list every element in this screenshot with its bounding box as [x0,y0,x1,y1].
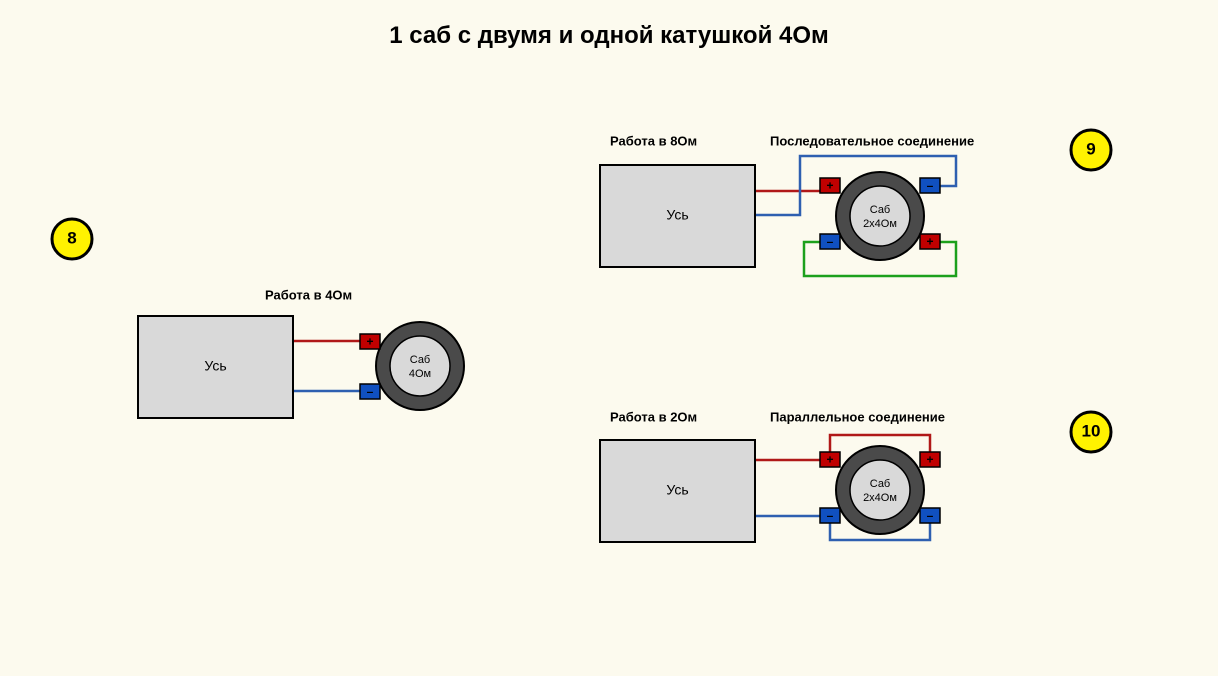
d10-heading: Работа в 2Ом [610,409,697,424]
svg-text:+: + [366,335,373,349]
svg-text:–: – [827,509,834,523]
d8-terminal-1: – [360,384,380,399]
d8-sub: Саб 4Ом [376,322,464,410]
d9-sub: Саб 2x4Ом [836,172,924,260]
svg-text:4Ом: 4Ом [409,368,431,380]
d10-heading2: Параллельное соединение [770,409,945,424]
svg-text:+: + [926,453,933,467]
d9-terminal-3: + [920,234,940,249]
svg-text:–: – [827,235,834,249]
svg-text:Саб: Саб [870,478,891,490]
d10-terminal-1: + [920,452,940,467]
wiring-diagram-canvas: 8 9 10 Усь Саб 4Ом + – Работа в 4Ом Усь Саб 2x4Ом + –… [0,0,1218,676]
svg-text:+: + [826,179,833,193]
svg-text:+: + [826,453,833,467]
d9-terminal-1: – [820,234,840,249]
d8-terminal-0: + [360,334,380,349]
svg-text:Усь: Усь [666,482,688,498]
svg-text:2x4Ом: 2x4Ом [863,492,897,504]
svg-text:Усь: Усь [666,207,688,223]
d9-heading2: Последовательное соединение [770,133,974,148]
badge-9: 9 [1071,130,1111,170]
d10-terminal-2: – [820,508,840,523]
svg-text:10: 10 [1082,421,1101,440]
d9-amp: Усь [600,165,755,267]
d10-amp: Усь [600,440,755,542]
d9-terminal-2: – [920,178,940,193]
svg-text:–: – [367,385,374,399]
svg-text:9: 9 [1086,139,1095,158]
page-title: 1 саб с двумя и одной катушкой 4Ом [0,22,1218,50]
svg-text:8: 8 [67,228,76,247]
svg-text:Усь: Усь [204,358,226,374]
d9-heading: Работа в 8Ом [610,133,697,148]
d10-sub: Саб 2x4Ом [836,446,924,534]
d10-terminal-3: – [920,508,940,523]
d8-amp: Усь [138,316,293,418]
d9-terminal-0: + [820,178,840,193]
svg-text:–: – [927,179,934,193]
badge-10: 10 [1071,412,1111,452]
svg-text:–: – [927,509,934,523]
svg-text:Саб: Саб [410,354,431,366]
d10-terminal-0: + [820,452,840,467]
d8-heading: Работа в 4Ом [265,287,352,302]
svg-text:Саб: Саб [870,204,891,216]
svg-text:2x4Ом: 2x4Ом [863,218,897,230]
svg-text:+: + [926,235,933,249]
badge-8: 8 [52,219,92,259]
